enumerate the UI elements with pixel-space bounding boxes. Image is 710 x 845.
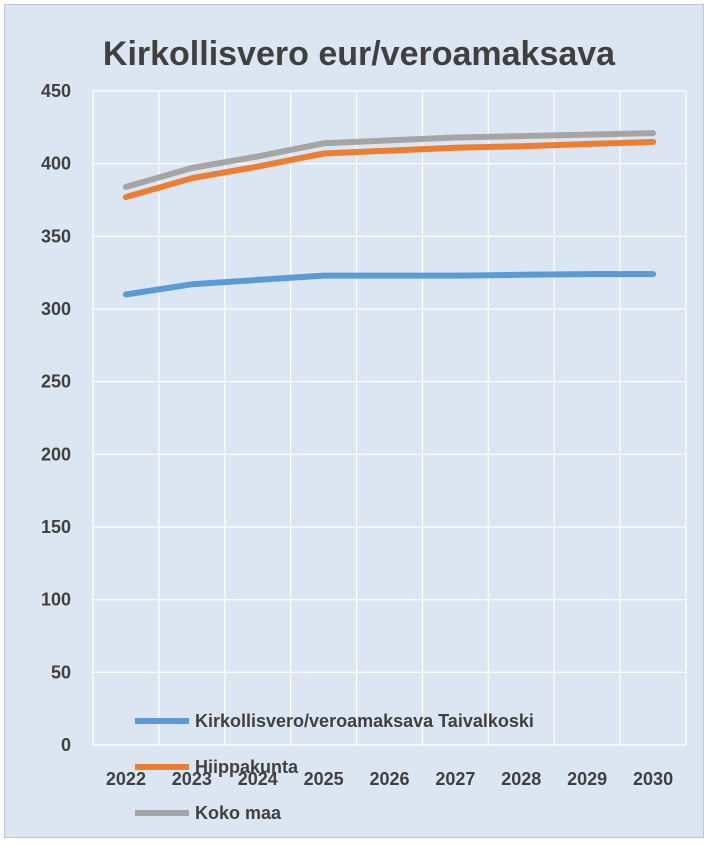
y-tick-label: 300 xyxy=(41,299,71,319)
series-lines xyxy=(122,130,657,298)
series-line-3 xyxy=(122,130,657,190)
chart-title: Kirkollisvero eur/veroamaksava xyxy=(103,35,616,73)
y-tick-label: 200 xyxy=(41,444,71,464)
x-tick-label: 2030 xyxy=(633,769,673,789)
legend-label: Hiippakunta xyxy=(195,757,299,777)
line-chart: Kirkollisvero eur/veroamaksava 0 50 100 150… xyxy=(41,35,687,823)
y-tick-label: 50 xyxy=(51,662,71,682)
chart-container: Kirkollisvero eur/veroamaksava 0 50 100 150… xyxy=(4,4,704,838)
series-line-2 xyxy=(122,138,657,201)
y-tick-label: 0 xyxy=(61,735,71,755)
y-tick-label: 150 xyxy=(41,517,71,537)
legend-item: Hiippakunta xyxy=(135,757,299,777)
gridlines xyxy=(92,90,687,746)
legend-label: Kirkollisvero/veroamaksava Taivalkoski xyxy=(195,711,534,731)
x-tick-label: 2024 xyxy=(238,769,278,789)
y-tick-label: 450 xyxy=(41,81,71,101)
series-line-1 xyxy=(122,271,657,298)
y-tick-label: 100 xyxy=(41,590,71,610)
x-tick-label: 2028 xyxy=(501,769,541,789)
y-tick-label: 250 xyxy=(41,372,71,392)
y-tick-label: 350 xyxy=(41,226,71,246)
x-tick-label: 2025 xyxy=(304,769,344,789)
legend-item: Koko maa xyxy=(135,803,282,823)
y-tick-label: 400 xyxy=(41,154,71,174)
x-tick-label: 2022 xyxy=(106,769,146,789)
x-tick-label: 2023 xyxy=(172,769,212,789)
legend: Kirkollisvero/veroamaksava Taivalkoski Hi… xyxy=(135,711,534,823)
x-axis-ticks: 2022 2023 2024 2025 2026 2027 2028 2029 2030 xyxy=(106,769,673,789)
legend-label: Koko maa xyxy=(195,803,282,823)
x-tick-label: 2029 xyxy=(567,769,607,789)
x-tick-label: 2026 xyxy=(369,769,409,789)
y-axis-ticks: 0 50 100 150 200 250 300 350 400 450 xyxy=(41,81,71,755)
legend-item: Kirkollisvero/veroamaksava Taivalkoski xyxy=(135,711,534,731)
x-tick-label: 2027 xyxy=(435,769,475,789)
